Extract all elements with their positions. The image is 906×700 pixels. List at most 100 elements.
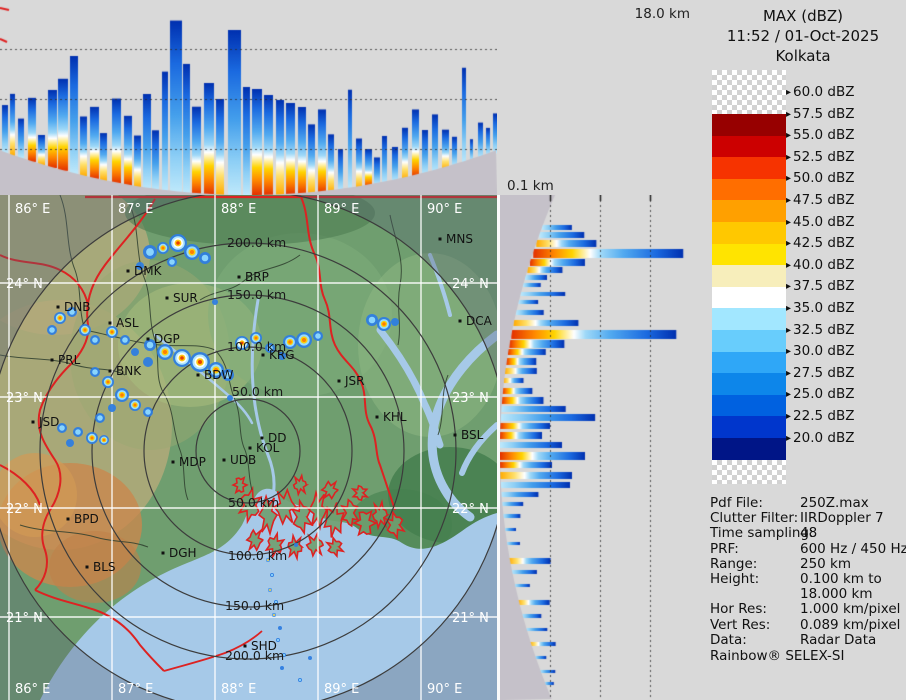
right-height-profile-panel <box>500 195 700 700</box>
city-label: BNK <box>116 364 142 378</box>
metadata-row: PRF: 600 Hz / 450 Hz <box>710 541 906 557</box>
radar-echo <box>176 241 180 245</box>
metadata-value: IIRDoppler 7 <box>800 510 884 527</box>
radar-echo <box>133 403 137 407</box>
legend-label: ▸ 60.0 dBZ <box>786 84 855 100</box>
delta-island <box>352 509 378 537</box>
legend-swatch <box>712 178 786 201</box>
city-marker <box>56 305 60 309</box>
range-ring-label: 50.0 km <box>228 495 279 510</box>
delta-island <box>324 535 346 559</box>
legend-label: ▸ 25.0 dBZ <box>786 386 855 403</box>
radar-echo <box>58 316 62 320</box>
range-ring <box>91 294 405 608</box>
longitude-label: 90° E <box>427 202 462 217</box>
radar-echo <box>240 341 244 345</box>
right-profile-canvas <box>500 195 700 700</box>
delta-island <box>231 476 249 495</box>
city-label: SHD <box>251 639 277 653</box>
latitude-label: 21° N <box>6 611 43 626</box>
legend-swatch <box>712 265 786 287</box>
city-label: KRG <box>269 348 295 362</box>
delta-island <box>323 502 346 538</box>
city-marker <box>260 436 264 440</box>
radar-echo <box>163 350 167 354</box>
city-marker <box>146 337 150 341</box>
metadata-value: 600 Hz / 450 Hz <box>800 540 906 557</box>
radar-echo <box>224 371 232 379</box>
city-marker <box>165 296 169 300</box>
latitude-label: 23° N <box>6 391 43 406</box>
range-ring <box>143 346 353 556</box>
legend-swatch <box>712 329 786 352</box>
longitude-label: 87° E <box>118 682 153 697</box>
legend-swatch <box>712 243 786 266</box>
radar-echo <box>102 438 106 442</box>
radar-echo <box>161 246 165 250</box>
legend-tick-arrow: ▸ <box>786 281 792 293</box>
legend-tick-arrow: ▸ <box>786 238 792 250</box>
legend-swatch <box>712 308 786 330</box>
metadata-row: Hor Res: 1.000 km/pixel <box>710 602 902 617</box>
metadata-value: 250 km <box>800 555 852 572</box>
city-marker <box>261 353 265 357</box>
radar-echo <box>145 409 151 415</box>
river <box>459 422 497 476</box>
height-axis-corner: 18.0 km 0.1 km <box>497 0 700 195</box>
height-axis-max-label: 18.0 km <box>634 6 690 22</box>
terrain-patch <box>49 531 141 603</box>
metadata-value: 0.089 km/pixel <box>800 616 901 633</box>
longitude-label: 90° E <box>427 682 462 697</box>
legend-tick-arrow: ▸ <box>786 216 792 228</box>
legend-swatch <box>712 351 786 374</box>
city-marker <box>31 420 35 424</box>
river <box>376 326 444 449</box>
district-boundary <box>199 254 301 301</box>
city-label: BDW <box>204 368 233 382</box>
radar-echo <box>136 262 144 270</box>
radar-echo <box>308 656 312 660</box>
city-marker <box>108 321 112 325</box>
longitude-label: 88° E <box>221 202 256 217</box>
radar-echo <box>278 626 282 630</box>
metadata-value: 0.100 km to <box>800 571 882 588</box>
metadata-value: 48 <box>800 525 818 542</box>
legend-label: ▸ 35.0 dBZ <box>786 300 855 316</box>
metadata-value: 18.000 km <box>800 586 873 603</box>
metadata-row: Time sampling:48 <box>710 526 902 541</box>
radar-echo <box>122 337 128 343</box>
range-ring-label: 100.0 km <box>227 339 286 354</box>
city-marker <box>161 551 165 555</box>
range-ring-label: 150.0 km <box>227 287 286 302</box>
radar-echo <box>282 653 286 657</box>
radar-echo <box>273 614 275 616</box>
radar-echo <box>110 330 114 334</box>
longitude-label: 88° E <box>221 682 256 697</box>
legend-swatch <box>712 437 786 460</box>
city-label: BPD <box>74 512 99 526</box>
product-datetime: 11:52 / 01-Oct-2025 <box>726 27 880 45</box>
river <box>427 330 497 522</box>
legend-label: ▸ 30.0 dBZ <box>786 343 855 360</box>
state-boundary <box>34 589 165 672</box>
sea-area <box>40 488 497 700</box>
longitude-label: 89° E <box>324 202 359 217</box>
legend-label: ▸ 47.5 dBZ <box>786 192 855 208</box>
legend-tick-arrow: ▸ <box>786 130 792 142</box>
panel-divider <box>497 195 500 700</box>
legend-swatch <box>712 286 786 309</box>
latitude-label: 23° N <box>452 391 489 406</box>
legend-label: ▸ 22.5 dBZ <box>786 408 855 424</box>
latitude-label: 24° N <box>6 277 43 292</box>
legend-swatch <box>712 373 786 395</box>
delta-island <box>320 480 339 501</box>
delta-island <box>272 487 300 526</box>
city-marker <box>375 415 379 419</box>
city-label: PRL <box>58 353 81 367</box>
out-of-range-dim <box>0 195 497 700</box>
legend-header: MAX (dBZ) 11:52 / 01-Oct-2025 Kolkata <box>700 6 906 66</box>
terrain-patch <box>125 195 375 245</box>
city-marker <box>85 565 89 569</box>
brand-footer: Rainbow® SELEX-SI <box>710 648 845 664</box>
delta-island <box>257 493 280 537</box>
